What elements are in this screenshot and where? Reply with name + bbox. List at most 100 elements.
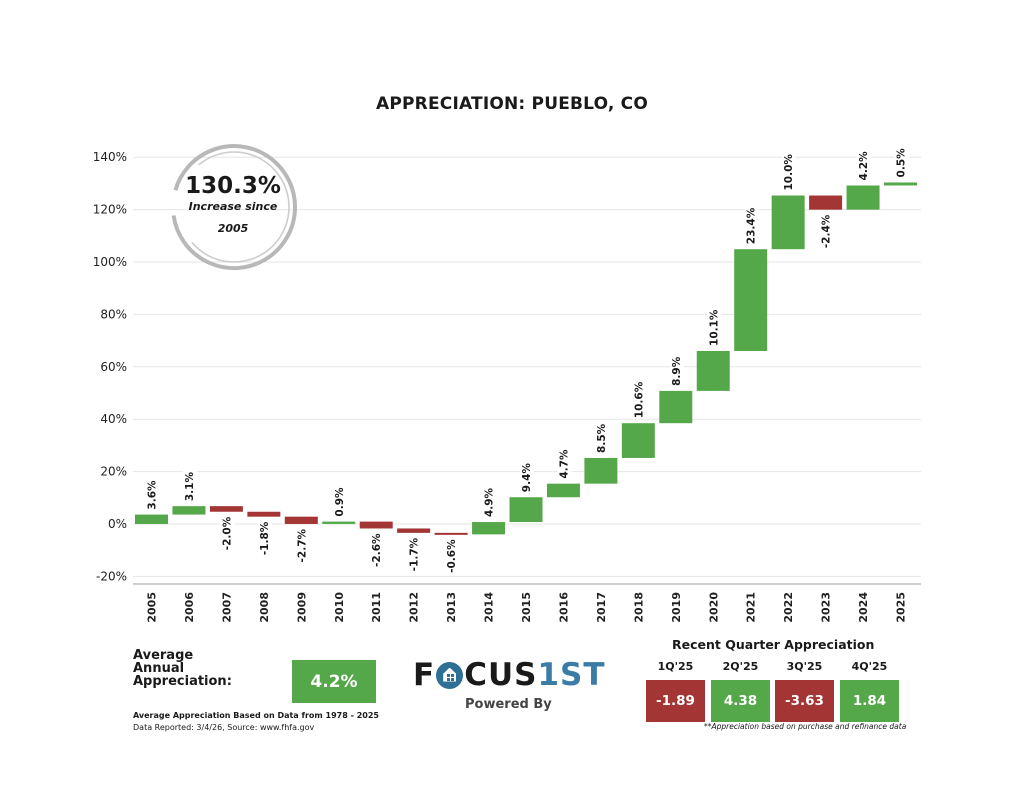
data-label-2008: -1.8%: [259, 521, 271, 555]
bar-2023: [809, 195, 843, 210]
data-label-2019: 8.9%: [671, 356, 683, 386]
x-axis-ticks: 2005 2006 2007 2008 2009 2010 2011 2012 2013 2014…: [146, 592, 908, 623]
data-label-2022: 10.0%: [783, 154, 795, 191]
data-label-2010: 0.9%: [334, 487, 346, 517]
y-axis-ticks: -20% 0% 20% 40% 60% 80% 100% 120% 140%: [93, 150, 127, 583]
bar-2011: [359, 521, 393, 529]
data-label-background: [632, 380, 647, 420]
house-icon: [436, 661, 464, 689]
data-label-background: [520, 461, 534, 494]
badge-outer-ring: [171, 144, 298, 271]
data-label-2014: 4.9%: [484, 487, 496, 517]
data-label-2006: 3.1%: [184, 472, 196, 502]
x-tick-label: 2006: [183, 592, 196, 623]
data-label-background: [257, 520, 272, 557]
total-increase-badge: 130.3% Increase since 2005: [171, 144, 298, 271]
data-label-background: [482, 486, 497, 519]
bars: [135, 182, 917, 535]
bar-2024: [846, 185, 880, 210]
badge-line1: Increase since: [189, 200, 278, 213]
badge-line2: 2005: [218, 222, 249, 235]
bar-2007: [209, 506, 243, 512]
quarter-value: 4.38: [711, 680, 770, 722]
data-label-background: [182, 470, 197, 503]
y-tick-label: 120%: [93, 203, 127, 217]
quarter-label: 4Q'25: [851, 660, 888, 673]
quarter-value: -1.89: [646, 680, 705, 722]
bar-2025: [884, 182, 917, 186]
bar-2020: [696, 350, 730, 391]
bar-2013: [434, 532, 468, 535]
avg-label-line: Appreciation:: [133, 674, 232, 689]
x-tick-label: 2019: [670, 592, 683, 623]
x-tick-label: 2021: [745, 592, 758, 623]
x-tick-label: 2009: [295, 592, 308, 623]
data-label-background: [744, 206, 759, 246]
x-tick-label: 2018: [632, 592, 645, 623]
data-label-background: [370, 532, 385, 568]
avg-label-line: Average: [133, 648, 194, 663]
data-label-2007: -2.0%: [221, 516, 233, 550]
data-label-background: [669, 355, 684, 387]
recent-quarter-title: Recent Quarter Appreciation: [672, 637, 875, 652]
quarter-value: 1.84: [840, 680, 899, 722]
logo-text-1st: 1ST: [537, 657, 606, 693]
data-label-background: [220, 515, 235, 552]
x-tick-label: 2022: [782, 592, 795, 623]
data-label-2013: -0.6%: [446, 539, 458, 573]
x-tick-label: 2025: [895, 592, 908, 623]
data-labels: 3.6% 3.1% -2.0% -1.8% -2.7% 0.9% -2.6% -1.7% -0.…: [145, 146, 909, 574]
powered-by-label: Powered By: [465, 697, 552, 712]
data-label-background: [857, 149, 872, 182]
y-tick-label: 140%: [93, 150, 127, 164]
data-label-2020: 10.1%: [708, 309, 720, 346]
data-label-2025: 0.5%: [896, 148, 908, 178]
x-tick-label: 2016: [557, 592, 570, 623]
gridlines: [133, 156, 921, 585]
bar-2010: [322, 521, 356, 524]
x-tick-label: 2013: [445, 592, 458, 623]
x-tick-label: 2024: [857, 592, 870, 623]
y-tick-label: 20%: [100, 465, 127, 479]
bar-2015: [509, 497, 543, 523]
x-tick-label: 2011: [370, 592, 383, 623]
bar-2014: [472, 522, 506, 535]
y-tick-label: 100%: [93, 255, 127, 269]
bar-2012: [397, 528, 431, 533]
average-basis-note: Average Appreciation Based on Data from …: [133, 711, 379, 720]
x-tick-label: 2015: [520, 592, 533, 623]
badge-inner-ring: [191, 151, 290, 263]
data-label-background: [819, 213, 834, 250]
bar-2017: [584, 457, 618, 484]
badge-value: 130.3%: [185, 173, 281, 199]
y-tick-label: 40%: [100, 412, 127, 426]
quarter-label: 2Q'25: [722, 660, 759, 673]
bar-2008: [247, 511, 281, 517]
data-label-background: [894, 146, 909, 179]
y-tick-label: 60%: [100, 360, 127, 374]
data-label-2011: -2.6%: [371, 533, 383, 567]
data-label-background: [295, 527, 310, 564]
chart-title-text: APPRECIATION: PUEBLO, CO: [376, 94, 648, 114]
x-tick-label: 2007: [220, 592, 233, 623]
bar-2021: [734, 249, 768, 351]
data-label-2012: -1.7%: [409, 537, 421, 571]
x-tick-label: 2023: [820, 592, 833, 623]
y-tick-label: 0%: [108, 517, 127, 531]
data-label-2005: 3.6%: [147, 480, 159, 510]
data-label-2009: -2.7%: [296, 528, 308, 562]
x-tick-label: 2012: [408, 592, 421, 623]
bar-2019: [659, 390, 693, 424]
data-label-background: [707, 308, 722, 347]
recent-quarter-note: **Appreciation based on purchase and ref…: [704, 722, 907, 731]
bar-2006: [172, 506, 206, 515]
waterfall-chart: -20% 0% 20% 40% 60% 80% 100% 120% 140% 3.6% 3.1% -…: [93, 144, 921, 623]
data-label-2016: 4.7%: [558, 449, 570, 479]
x-tick-label: 2005: [146, 592, 159, 623]
y-tick-label: 80%: [100, 307, 127, 321]
data-label-background: [407, 536, 422, 573]
data-label-2023: -2.4%: [821, 214, 833, 248]
data-label-background: [557, 448, 572, 480]
average-appreciation-value: 4.2%: [292, 660, 376, 703]
x-tick-label: 2020: [707, 592, 720, 623]
